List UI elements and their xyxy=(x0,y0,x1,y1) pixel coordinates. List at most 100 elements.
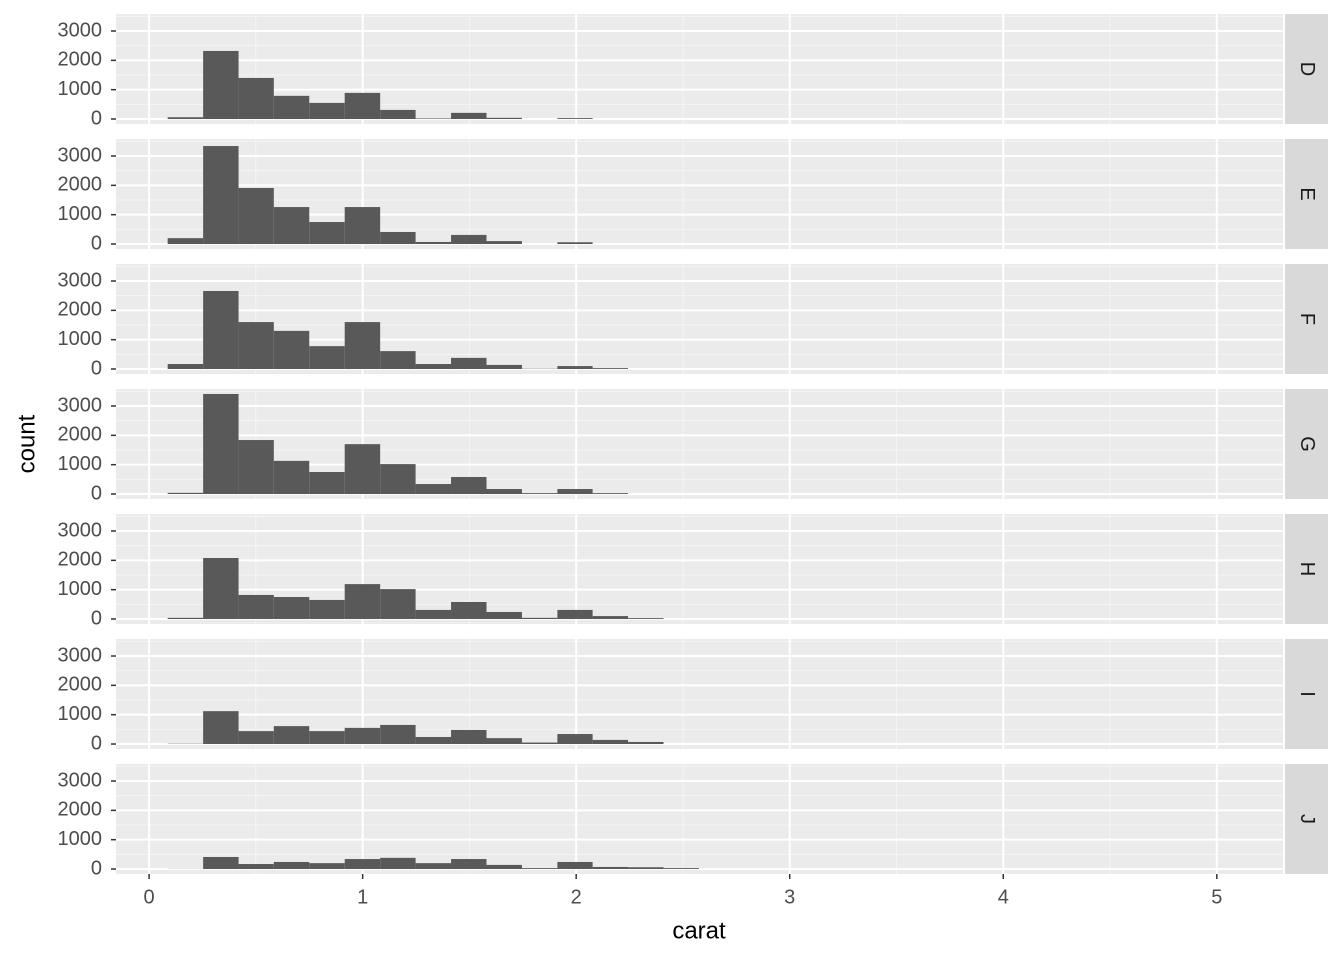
bar xyxy=(380,110,415,119)
y-tick-label: 1000 xyxy=(58,703,103,725)
bar xyxy=(416,610,451,619)
x-tick-label: 1 xyxy=(357,886,368,908)
y-tick-label: 0 xyxy=(91,357,102,379)
bar xyxy=(309,222,344,244)
x-tick-label: 2 xyxy=(571,886,582,908)
strip-label: D xyxy=(1296,62,1318,76)
bar xyxy=(239,595,274,619)
bar xyxy=(168,117,203,119)
strip-label: E xyxy=(1296,187,1318,200)
bar xyxy=(557,489,592,494)
bar xyxy=(203,394,238,494)
bar xyxy=(416,242,451,244)
y-tick-label: 0 xyxy=(91,607,102,629)
y-tick-label: 1000 xyxy=(58,453,103,475)
y-tick-label: 2000 xyxy=(58,49,103,71)
y-tick-label: 3000 xyxy=(58,269,103,291)
bar xyxy=(345,93,380,119)
bar xyxy=(168,238,203,244)
bar xyxy=(345,207,380,244)
bar xyxy=(557,118,592,119)
y-tick-label: 3000 xyxy=(58,769,103,791)
y-tick-label: 1000 xyxy=(58,78,103,100)
y-tick-label: 3000 xyxy=(58,394,103,416)
x-tick-label: 5 xyxy=(1211,886,1222,908)
bar xyxy=(557,862,592,869)
y-tick-label: 0 xyxy=(91,482,102,504)
y-tick-label: 1000 xyxy=(58,328,103,350)
bar xyxy=(203,146,238,244)
bar xyxy=(274,207,309,244)
bar xyxy=(239,440,274,494)
bar xyxy=(274,726,309,744)
bar xyxy=(522,743,557,744)
bar xyxy=(203,711,238,744)
bar xyxy=(380,725,415,744)
bar xyxy=(628,867,663,869)
bar xyxy=(203,291,238,369)
y-tick-label: 0 xyxy=(91,232,102,254)
bar xyxy=(664,868,699,869)
bar xyxy=(557,242,592,244)
bar xyxy=(274,96,309,119)
y-tick-label: 2000 xyxy=(58,549,103,571)
bar xyxy=(239,188,274,244)
bar xyxy=(486,865,521,869)
y-tick-label: 3000 xyxy=(58,144,103,166)
bar xyxy=(416,484,451,494)
bar xyxy=(380,464,415,494)
bar xyxy=(486,365,521,369)
strip-label: F xyxy=(1296,313,1318,325)
bar xyxy=(486,612,521,619)
bar xyxy=(203,857,238,869)
strip-label: I xyxy=(1296,691,1318,697)
bar xyxy=(593,867,628,869)
y-tick-label: 1000 xyxy=(58,203,103,225)
bar xyxy=(309,346,344,369)
y-tick-label: 2000 xyxy=(58,674,103,696)
bar xyxy=(557,610,592,619)
bar xyxy=(416,364,451,369)
bar xyxy=(203,558,238,619)
x-tick-label: 3 xyxy=(784,886,795,908)
bar xyxy=(451,358,486,369)
bar xyxy=(451,113,486,119)
bar xyxy=(522,618,557,619)
y-tick-label: 0 xyxy=(91,857,102,879)
bar xyxy=(345,444,380,494)
bar xyxy=(451,235,486,244)
strip-label: H xyxy=(1296,562,1318,576)
strip-label: J xyxy=(1296,814,1318,824)
bar xyxy=(486,489,521,494)
bar xyxy=(274,331,309,369)
bar xyxy=(380,589,415,619)
x-axis-label: carat xyxy=(672,917,726,944)
bar xyxy=(451,477,486,494)
bar xyxy=(345,859,380,869)
bar xyxy=(309,863,344,869)
bar xyxy=(593,616,628,619)
bar xyxy=(416,863,451,869)
bar xyxy=(486,738,521,744)
y-tick-label: 2000 xyxy=(58,799,103,821)
bar xyxy=(239,78,274,119)
bar xyxy=(557,734,592,744)
bar xyxy=(203,51,238,119)
bar xyxy=(168,493,203,494)
bar xyxy=(416,118,451,119)
bar xyxy=(345,322,380,369)
bar xyxy=(593,493,628,494)
y-tick-label: 3000 xyxy=(58,519,103,541)
y-tick-label: 3000 xyxy=(58,19,103,41)
bar xyxy=(239,731,274,744)
bar xyxy=(486,118,521,119)
bar xyxy=(593,368,628,369)
bar xyxy=(168,364,203,369)
bar xyxy=(345,584,380,619)
bar xyxy=(451,859,486,869)
bar xyxy=(380,858,415,869)
y-tick-label: 2000 xyxy=(58,424,103,446)
bar xyxy=(239,864,274,869)
